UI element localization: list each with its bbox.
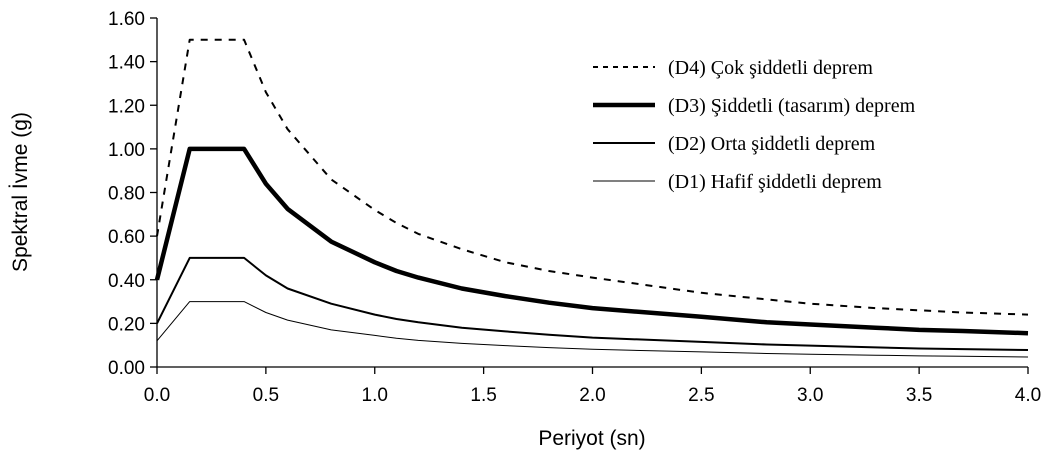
x-tick-label: 1.0 — [362, 385, 388, 406]
y-tick-label: 1.20 — [108, 96, 145, 117]
x-tick-label: 0.0 — [144, 385, 170, 406]
x-tick-label: 3.0 — [797, 385, 823, 406]
y-axis-title: Spektral İvme (g) — [9, 112, 32, 272]
y-tick-label: 1.60 — [108, 9, 145, 30]
x-tick-label: 4.0 — [1015, 385, 1041, 406]
x-tick-label: 3.5 — [906, 385, 932, 406]
x-axis-title: Periyot (sn) — [538, 427, 645, 450]
series-lines — [154, 38, 1029, 358]
legend-label: (D2) Orta şiddetli deprem — [668, 133, 876, 155]
x-tick-label: 2.5 — [688, 385, 714, 406]
y-tick-label: 1.00 — [108, 140, 145, 161]
series-line-4 — [156, 301, 1029, 358]
legend-label: (D1) Hafif şiddetli deprem — [668, 171, 882, 193]
legend-label: (D4) Çok şiddetli deprem — [668, 57, 873, 79]
legend-label: (D3) Şiddetli (tasarım) deprem — [668, 95, 916, 117]
y-tick-label: 0.40 — [108, 271, 145, 292]
y-tick-label: 0.00 — [108, 358, 145, 379]
y-tick-label: 0.60 — [108, 227, 145, 248]
series-line-2 — [154, 146, 1029, 336]
series-line-1 — [156, 38, 1029, 316]
axes — [156, 18, 1028, 368]
y-ticks: 0.00 0.20 0.40 0.60 0.80 1.00 1.20 1.40 1.60 — [108, 9, 157, 379]
y-tick-label: 0.20 — [108, 314, 145, 335]
x-ticks: 0.0 0.5 1.0 1.5 2.0 2.5 3.0 3.5 4.0 — [144, 367, 1041, 406]
legend: (D4) Çok şiddetli deprem (D3) Şiddetli (t… — [593, 57, 916, 193]
x-tick-label: 0.5 — [253, 385, 279, 406]
y-tick-label: 0.80 — [108, 184, 145, 205]
series-line-3 — [156, 256, 1029, 351]
x-tick-label: 1.5 — [470, 385, 496, 406]
x-tick-label: 2.0 — [579, 385, 605, 406]
y-tick-label: 1.40 — [108, 53, 145, 74]
